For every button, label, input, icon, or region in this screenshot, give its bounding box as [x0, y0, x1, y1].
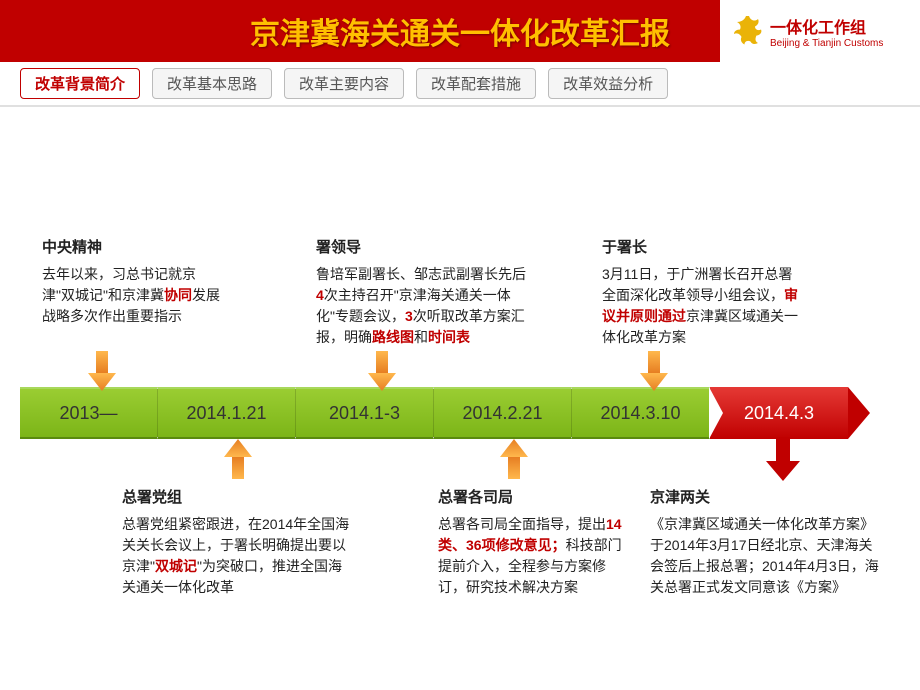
timeline-segment-5: 2014.4.3 — [710, 387, 848, 439]
block-body: 鲁培军副署长、邹志武副署长先后4次主持召开"京津海关通关一体化"专题会议，3次听… — [316, 264, 526, 348]
arrow-up-icon — [500, 439, 528, 479]
timeline-arrowhead — [848, 387, 870, 439]
block-title: 署领导 — [316, 237, 526, 260]
timeline-segment-0: 2013— — [20, 387, 158, 439]
timeline-segment-3: 2014.2.21 — [434, 387, 572, 439]
timeline: 2013—2014.1.212014.1-32014.2.212014.3.10… — [20, 387, 900, 439]
block-title: 于署长 — [602, 237, 802, 260]
content-area: 中央精神去年以来，习总书记就京津"双城记"和京津冀协同发展战略多次作出重要指示 署… — [0, 107, 920, 677]
tab-2[interactable]: 改革主要内容 — [284, 68, 404, 99]
arrow-up-icon — [224, 439, 252, 479]
logo-text: 一体化工作组 Beijing & Tianjin Customs — [770, 14, 883, 49]
text-block-bottom-1: 总署各司局总署各司局全面指导，提出14类、36项修改意见；科技部门提前介入，全程… — [438, 487, 628, 598]
timeline-segment-2: 2014.1-3 — [296, 387, 434, 439]
block-title: 总署党组 — [122, 487, 352, 510]
block-body: 去年以来，习总书记就京津"双城记"和京津冀协同发展战略多次作出重要指示 — [42, 264, 222, 327]
arrow-down-icon — [640, 351, 668, 391]
text-block-top-0: 中央精神去年以来，习总书记就京津"双城记"和京津冀协同发展战略多次作出重要指示 — [42, 237, 222, 327]
block-body: 3月11日，于广洲署长召开总署全面深化改革领导小组会议，审议并原则通过京津冀区域… — [602, 264, 802, 348]
block-body: 总署党组紧密跟进，在2014年全国海关关长会议上，于署长明确提出要以京津"双城记… — [122, 514, 352, 598]
tab-0[interactable]: 改革背景简介 — [20, 68, 140, 99]
arrow-down-red-icon — [766, 437, 800, 486]
text-block-top-2: 于署长 3月11日，于广洲署长召开总署全面深化改革领导小组会议，审议并原则通过京津… — [602, 237, 802, 348]
logo-main: 一体化工作组 — [770, 14, 883, 38]
tab-1[interactable]: 改革基本思路 — [152, 68, 272, 99]
tab-3[interactable]: 改革配套措施 — [416, 68, 536, 99]
tab-bar: 改革背景简介改革基本思路改革主要内容改革配套措施改革效益分析 — [0, 62, 920, 107]
block-title: 京津两关 — [650, 487, 880, 510]
block-body: 《京津冀区域通关一体化改革方案》于2014年3月17日经北京、天津海关会签后上报… — [650, 514, 880, 598]
logo-sub: Beijing & Tianjin Customs — [770, 38, 883, 49]
tab-4[interactable]: 改革效益分析 — [548, 68, 668, 99]
text-block-bottom-0: 总署党组总署党组紧密跟进，在2014年全国海关关长会议上，于署长明确提出要以京津… — [122, 487, 352, 598]
arrow-down-icon — [368, 351, 396, 391]
block-title: 总署各司局 — [438, 487, 628, 510]
arrow-down-icon — [88, 351, 116, 391]
block-title: 中央精神 — [42, 237, 222, 260]
dragon-icon — [728, 13, 764, 49]
timeline-segment-1: 2014.1.21 — [158, 387, 296, 439]
page-title: 京津冀海关通关一体化改革汇报 — [250, 9, 670, 53]
text-block-top-1: 署领导鲁培军副署长、邹志武副署长先后4次主持召开"京津海关通关一体化"专题会议，… — [316, 237, 526, 348]
timeline-segment-4: 2014.3.10 — [572, 387, 710, 439]
block-body: 总署各司局全面指导，提出14类、36项修改意见；科技部门提前介入，全程参与方案修… — [438, 514, 628, 598]
header-bar: 京津冀海关通关一体化改革汇报 一体化工作组 Beijing & Tianjin … — [0, 0, 920, 62]
logo-box: 一体化工作组 Beijing & Tianjin Customs — [720, 0, 920, 62]
text-block-bottom-2: 京津两关《京津冀区域通关一体化改革方案》于2014年3月17日经北京、天津海关会… — [650, 487, 880, 598]
